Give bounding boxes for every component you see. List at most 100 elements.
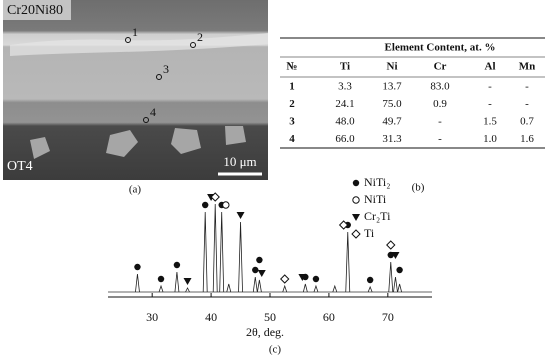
caption: (c)	[269, 344, 282, 356]
point-marker	[143, 117, 149, 123]
table-cell: -	[488, 81, 492, 93]
table-header: №	[286, 61, 297, 73]
substrate-label: OT4	[7, 159, 33, 174]
table-cell: 1.0	[483, 133, 497, 145]
peak	[238, 221, 243, 293]
table-header: Cr	[434, 61, 447, 73]
marker	[157, 275, 165, 283]
peak	[185, 287, 190, 293]
peak	[226, 283, 232, 293]
peak	[252, 276, 258, 293]
peak	[219, 211, 225, 293]
marker	[366, 276, 374, 284]
marker	[210, 192, 220, 202]
marker	[298, 274, 307, 281]
scale-label: 10 μm	[223, 154, 256, 169]
point-label: 3	[163, 62, 169, 76]
peak	[367, 285, 373, 293]
peak	[393, 276, 398, 293]
peak	[212, 203, 218, 293]
marker	[280, 274, 290, 284]
marker	[252, 266, 259, 274]
legend-label: NiTi	[364, 192, 387, 206]
table-cell: -	[438, 133, 442, 145]
table-cell: -	[438, 116, 442, 128]
table-cell: 75.0	[382, 98, 402, 110]
table-title: Element Content, at. %	[385, 42, 496, 54]
peak	[397, 283, 402, 293]
table-cell: 0.7	[520, 116, 534, 128]
legend-marker	[351, 229, 361, 239]
point-marker	[156, 74, 162, 80]
table-cell: 31.3	[382, 133, 402, 145]
peak	[282, 284, 288, 293]
peak	[388, 261, 394, 293]
marker	[391, 252, 400, 259]
caption: (a)	[129, 184, 142, 196]
table-cell: 1.5	[483, 116, 497, 128]
x-axis-label: 2θ, deg.	[246, 325, 284, 339]
table-cell: 24.1	[335, 98, 354, 110]
table-header: Ni	[387, 61, 398, 73]
table-cell: 1	[289, 81, 295, 93]
coating-label: Cr20Ni80	[7, 3, 63, 18]
table-cell: 13.7	[382, 81, 402, 93]
legend-label: Ti	[364, 226, 375, 240]
x-tick-label: 60	[323, 310, 335, 324]
table-cell: 0.9	[433, 98, 447, 110]
marker	[338, 220, 349, 230]
marker	[257, 270, 266, 277]
substrate-grain	[30, 126, 246, 159]
table-cell: 2	[289, 98, 295, 110]
x-tick-label: 30	[146, 310, 158, 324]
table-header: Mn	[519, 61, 536, 73]
point-label: 1	[132, 25, 138, 39]
x-tick-label: 50	[264, 310, 276, 324]
marker	[312, 275, 320, 283]
peak	[202, 211, 208, 293]
x-tick-label: 70	[382, 310, 394, 324]
point-label: 4	[150, 105, 156, 119]
marker	[386, 240, 396, 250]
coating-layer	[10, 33, 268, 56]
table-cell: 48.0	[335, 116, 355, 128]
marker	[202, 201, 209, 209]
peak	[174, 271, 180, 293]
peak	[332, 284, 338, 293]
marker	[134, 263, 141, 271]
peak	[345, 231, 351, 293]
marker	[222, 201, 230, 209]
table-cell: 3	[289, 116, 295, 128]
legend-label: Cr₂Ti	[364, 209, 391, 223]
table-cell: 49.7	[382, 116, 402, 128]
table-header: Al	[485, 61, 496, 73]
table-cell: 3.3	[338, 81, 352, 93]
table-cell: 4	[289, 133, 295, 145]
peak	[313, 284, 319, 293]
legend-marker	[352, 196, 360, 204]
point-label: 2	[197, 30, 203, 44]
table-cell: -	[525, 81, 529, 93]
table-cell: -	[525, 98, 529, 110]
label-bg	[3, 0, 71, 20]
peak	[257, 279, 262, 293]
table-cell: 1.6	[520, 133, 534, 145]
table: Element Content, at. %	[280, 37, 545, 149]
x-tick-label: 40	[205, 310, 217, 324]
table-header: Ti	[340, 61, 350, 73]
marker	[256, 256, 263, 264]
table-cell: -	[488, 98, 492, 110]
legend-marker	[352, 214, 360, 221]
peak	[135, 273, 140, 293]
marker	[173, 261, 181, 269]
peak	[158, 284, 164, 293]
legend-marker	[352, 179, 360, 187]
marker	[236, 212, 245, 219]
caption: (b)	[412, 182, 425, 194]
table-cell: 66.0	[335, 133, 355, 145]
table-cell: 83.0	[430, 81, 450, 93]
marker	[396, 266, 403, 274]
marker	[183, 278, 192, 285]
micrograph: Cr20Ni80 OT4 10 μm 1 2 3 4	[3, 0, 268, 180]
